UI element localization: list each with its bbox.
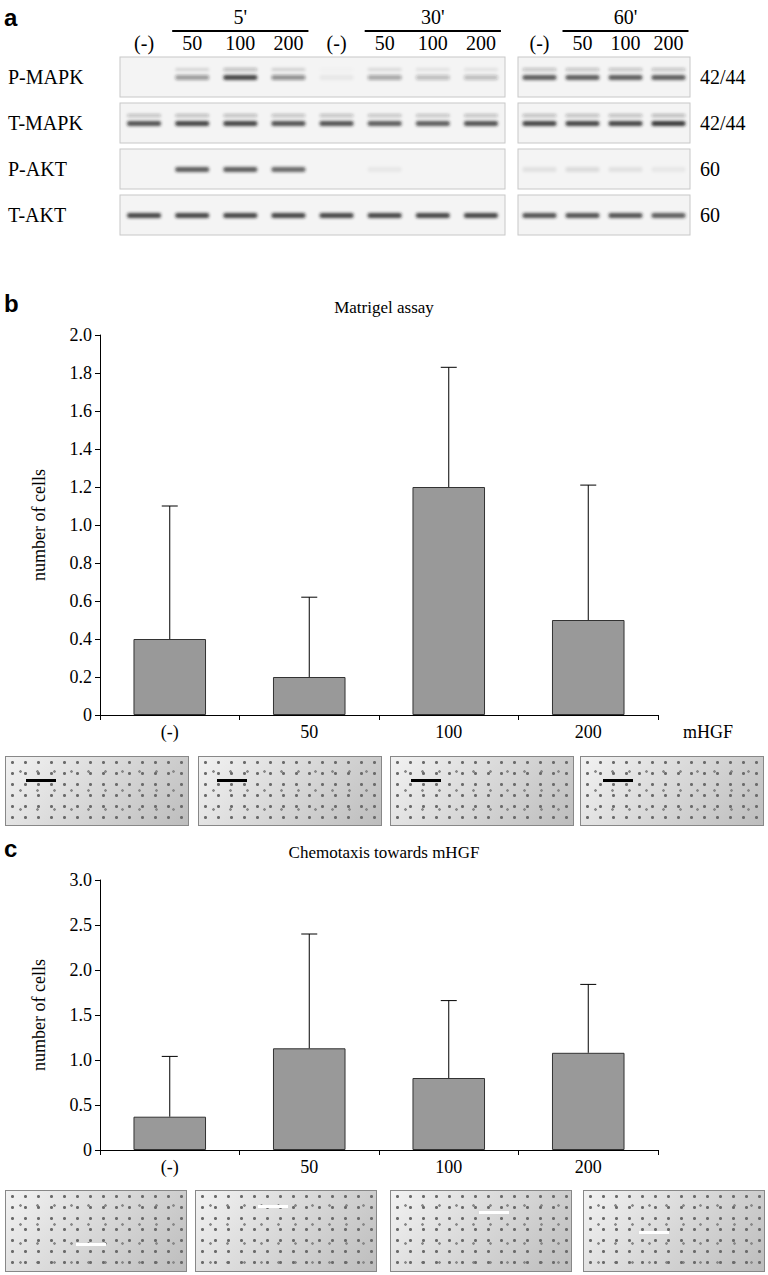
svg-text:number of cells: number of cells: [29, 959, 49, 1071]
svg-text:0.8: 0.8: [70, 553, 93, 573]
svg-text:1.8: 1.8: [70, 363, 93, 383]
svg-text:60: 60: [700, 158, 720, 180]
svg-text:(-): (-): [530, 32, 550, 55]
svg-text:(-): (-): [327, 32, 347, 55]
svg-text:50: 50: [375, 32, 395, 54]
svg-text:P-AKT: P-AKT: [8, 158, 67, 180]
svg-text:P-MAPK: P-MAPK: [8, 66, 84, 88]
svg-text:(-): (-): [134, 32, 154, 55]
svg-text:2.0: 2.0: [70, 960, 93, 980]
svg-text:100: 100: [435, 722, 462, 742]
svg-text:42/44: 42/44: [700, 66, 746, 88]
svg-text:T-AKT: T-AKT: [8, 204, 66, 226]
svg-text:(-): (-): [161, 722, 179, 743]
svg-text:60': 60': [614, 6, 638, 28]
svg-text:Matrigel assay: Matrigel assay: [334, 298, 434, 317]
svg-text:50: 50: [300, 722, 318, 742]
svg-text:50: 50: [182, 32, 202, 54]
svg-text:1.6: 1.6: [70, 401, 93, 421]
html-text:c: c: [4, 835, 18, 862]
svg-text:0.2: 0.2: [70, 667, 93, 687]
svg-text:100: 100: [611, 32, 641, 54]
html-text:a: a: [4, 4, 18, 31]
svg-text:200: 200: [654, 32, 684, 54]
svg-text:2.5: 2.5: [70, 915, 93, 935]
svg-text:42/44: 42/44: [700, 112, 746, 134]
svg-text:5': 5': [234, 6, 248, 28]
svg-text:100: 100: [225, 32, 255, 54]
svg-text:30': 30': [421, 6, 445, 28]
svg-text:1.0: 1.0: [70, 515, 93, 535]
svg-text:0.5: 0.5: [70, 1095, 93, 1115]
svg-text:0.6: 0.6: [70, 591, 93, 611]
svg-text:200: 200: [575, 722, 602, 742]
svg-text:200: 200: [466, 32, 496, 54]
svg-text:T-MAPK: T-MAPK: [8, 112, 83, 134]
svg-text:50: 50: [300, 1157, 318, 1177]
svg-text:1.5: 1.5: [70, 1005, 93, 1025]
svg-text:100: 100: [418, 32, 448, 54]
svg-text:60: 60: [700, 204, 720, 226]
svg-text:3.0: 3.0: [70, 870, 93, 890]
svg-text:100: 100: [435, 1157, 462, 1177]
svg-text:2.0: 2.0: [70, 325, 93, 345]
svg-text:1.4: 1.4: [70, 439, 93, 459]
svg-text:0: 0: [83, 705, 92, 725]
svg-text:0: 0: [83, 1140, 92, 1160]
svg-text:mHGF: mHGF: [683, 722, 733, 742]
svg-text:number of cells: number of cells: [29, 469, 49, 581]
html-text:b: b: [4, 290, 19, 317]
svg-text:1.2: 1.2: [70, 477, 93, 497]
svg-text:200: 200: [273, 32, 303, 54]
svg-text:(-): (-): [161, 1157, 179, 1178]
svg-text:Chemotaxis towards mHGF: Chemotaxis towards mHGF: [289, 843, 480, 862]
svg-text:1.0: 1.0: [70, 1050, 93, 1070]
svg-text:200: 200: [575, 1157, 602, 1177]
svg-text:50: 50: [573, 32, 593, 54]
svg-text:0.4: 0.4: [70, 629, 93, 649]
